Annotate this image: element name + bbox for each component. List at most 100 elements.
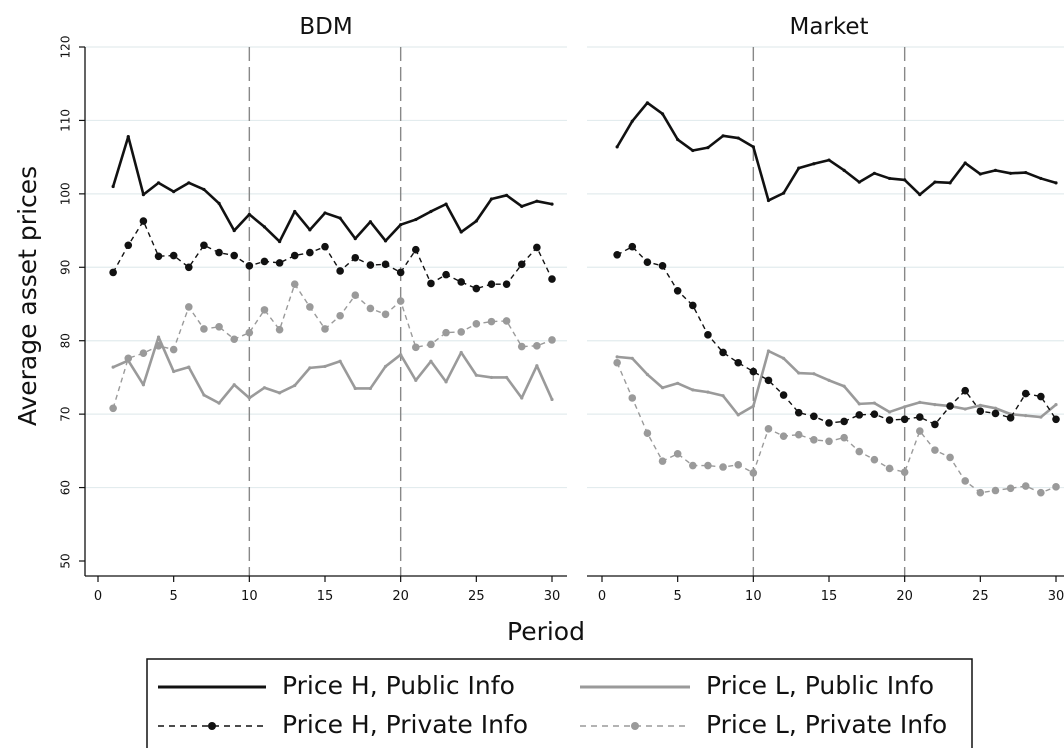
- bdm-point-h-pub-3: [141, 192, 145, 197]
- market-point-h-pub-24: [963, 161, 967, 165]
- y-tick-label-50: 50: [59, 553, 73, 568]
- bdm-point-h-priv-18: [366, 261, 375, 269]
- legend: Price H, Public Info Price L, Public Info…: [146, 658, 973, 748]
- bdm-x-tick-label-5: 5: [170, 589, 178, 604]
- market-point-l-pub-30: [1054, 402, 1058, 407]
- bdm-point-l-priv-10: [245, 328, 254, 337]
- bdm-point-h-priv-4: [154, 252, 163, 261]
- market-point-h-pub-25: [978, 172, 982, 176]
- market-point-h-pub-23: [948, 181, 952, 185]
- market-point-l-priv-19: [885, 464, 894, 473]
- panel-bdm: BDM 50 60 70 80 90 100 110 120 0 5 10 15 20 25 30: [59, 14, 567, 604]
- bdm-point-l-pub-24: [459, 350, 463, 355]
- market-point-l-priv-20: [900, 468, 909, 476]
- market-point-h-priv-12: [779, 391, 788, 399]
- market-point-l-pub-19: [887, 410, 892, 414]
- market-point-l-priv-28: [1021, 482, 1030, 490]
- market-point-l-priv-1: [613, 358, 621, 367]
- bdm-point-l-pub-28: [520, 396, 524, 400]
- market-point-l-pub-6: [691, 388, 695, 392]
- bdm-point-h-pub-19: [383, 239, 388, 243]
- bdm-point-l-priv-22: [427, 340, 435, 349]
- y-tick-label-90: 90: [59, 260, 73, 275]
- bdm-point-h-pub-11: [262, 225, 267, 229]
- market-point-l-pub-5: [676, 381, 680, 385]
- market-point-h-priv-2: [628, 242, 637, 251]
- y-tick-label-100: 100: [59, 182, 73, 205]
- bdm-point-h-pub-25: [474, 219, 478, 223]
- market-point-h-pub-18: [872, 171, 877, 175]
- bdm-point-l-priv-7: [200, 325, 208, 333]
- market-point-h-pub-14: [812, 162, 816, 166]
- bdm-point-l-pub-29: [535, 364, 539, 368]
- bdm-point-h-priv-3: [139, 217, 148, 225]
- market-point-h-priv-1: [613, 251, 621, 259]
- bdm-point-l-priv-4: [154, 342, 163, 350]
- market-series-l-pub: [617, 349, 1057, 419]
- bdm-point-h-pub-7: [202, 187, 206, 192]
- bdm-point-l-priv-29: [533, 342, 541, 350]
- market-point-h-pub-11: [766, 198, 771, 203]
- market-point-h-pub-28: [1024, 170, 1028, 175]
- market-point-l-priv-18: [870, 455, 879, 464]
- market-series-l-priv: [616, 362, 1057, 494]
- market-point-h-pub-26: [993, 168, 998, 172]
- market-point-l-priv-24: [961, 477, 969, 485]
- bdm-point-h-pub-15: [323, 211, 327, 215]
- bdm-point-l-priv-8: [215, 322, 223, 331]
- market-point-l-priv-12: [779, 432, 788, 440]
- market-point-l-pub-11: [766, 349, 771, 353]
- bdm-point-h-priv-26: [487, 280, 496, 288]
- legend-label-h-priv: Price H, Private Info: [282, 710, 528, 739]
- bdm-point-l-priv-16: [336, 311, 344, 320]
- market-point-h-priv-17: [855, 411, 864, 419]
- market-point-l-priv-11: [764, 425, 773, 433]
- bdm-point-h-pub-16: [338, 216, 342, 220]
- bdm-point-h-pub-27: [505, 193, 509, 197]
- market-point-h-pub-27: [1009, 171, 1013, 175]
- bdm-point-l-pub-1: [111, 365, 115, 369]
- bdm-point-l-priv-12: [275, 325, 284, 334]
- bdm-point-l-pub-25: [474, 373, 478, 377]
- market-point-h-pub-10: [751, 145, 755, 149]
- bdm-point-h-pub-21: [414, 217, 418, 222]
- bdm-point-l-pub-17: [353, 386, 357, 391]
- market-point-h-priv-7: [704, 331, 712, 339]
- market-point-h-pub-22: [933, 180, 937, 184]
- market-point-h-pub-19: [887, 176, 892, 181]
- bdm-point-l-pub-8: [217, 401, 221, 405]
- bdm-point-l-pub-6: [187, 365, 191, 369]
- market-point-h-priv-30: [1052, 415, 1060, 424]
- market-point-h-priv-23: [946, 402, 954, 410]
- market-point-h-priv-26: [991, 409, 1000, 418]
- bdm-point-h-priv-23: [442, 270, 450, 279]
- bdm-point-h-pub-18: [368, 220, 372, 224]
- y-tick-label-110: 110: [59, 109, 73, 132]
- legend-marker-l-priv: [631, 722, 639, 730]
- bdm-point-l-priv-9: [230, 335, 238, 344]
- bdm-point-h-priv-30: [548, 275, 556, 283]
- bdm-point-l-priv-28: [517, 342, 526, 351]
- y-axis-title: Average asset prices: [13, 166, 42, 426]
- market-point-h-priv-15: [825, 419, 833, 427]
- panel-market: Market 0 5 10 15 20 25 30: [587, 14, 1064, 604]
- market-point-l-priv-5: [673, 449, 682, 458]
- bdm-point-h-priv-27: [502, 280, 511, 288]
- bdm-point-l-priv-17: [351, 291, 360, 299]
- market-x-tick-label-25: 25: [972, 589, 989, 604]
- market-point-h-priv-22: [931, 420, 939, 429]
- market-point-l-priv-25: [976, 488, 985, 497]
- market-point-l-pub-8: [721, 394, 725, 398]
- market-point-l-pub-4: [660, 386, 665, 390]
- bdm-point-h-pub-23: [444, 202, 448, 206]
- market-point-l-priv-26: [991, 486, 1000, 495]
- market-point-h-pub-9: [736, 136, 740, 140]
- market-point-h-pub-13: [797, 166, 801, 170]
- bdm-point-h-pub-14: [308, 228, 312, 232]
- bdm-point-l-priv-15: [321, 325, 329, 333]
- panel-title-market: Market: [789, 14, 868, 40]
- bdm-point-h-pub-22: [429, 209, 433, 214]
- market-point-h-pub-7: [706, 145, 710, 150]
- bdm-point-l-priv-24: [457, 328, 466, 336]
- market-point-l-priv-15: [825, 437, 833, 446]
